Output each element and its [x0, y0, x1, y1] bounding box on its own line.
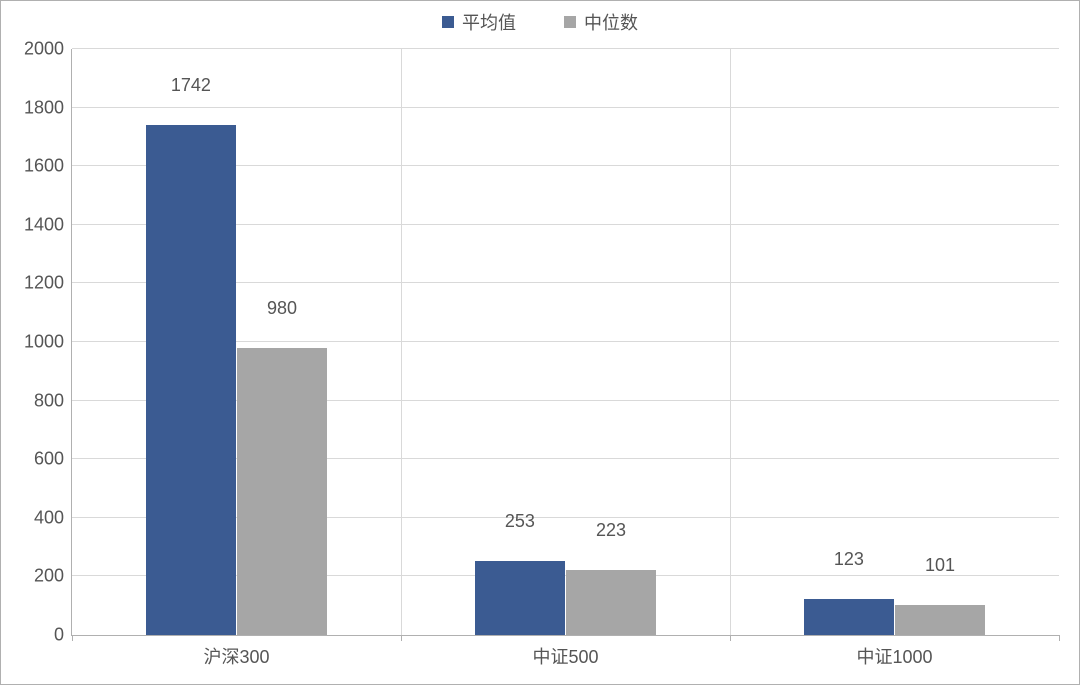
xtick-mark	[730, 635, 731, 641]
bar	[146, 125, 235, 635]
bar	[566, 570, 655, 635]
xtick-mark	[72, 635, 73, 641]
ytick-label: 1800	[24, 97, 72, 118]
bar	[895, 605, 984, 635]
gridline-vertical	[401, 49, 402, 635]
bar-value-label: 1742	[171, 75, 211, 100]
xtick-label: 中证500	[532, 635, 598, 669]
xtick-mark	[1059, 635, 1060, 641]
legend-item-mean: 平均值	[442, 9, 516, 35]
ytick-label: 800	[34, 390, 72, 411]
xtick-label: 沪深300	[203, 635, 269, 669]
bar-value-label: 980	[267, 298, 297, 323]
bar-value-label: 223	[596, 520, 626, 545]
ytick-label: 1200	[24, 273, 72, 294]
ytick-label: 200	[34, 566, 72, 587]
bar	[475, 561, 564, 635]
plot-area: 0200400600800100012001400160018002000沪深3…	[71, 49, 1059, 636]
bar-value-label: 253	[505, 511, 535, 536]
bar-value-label: 101	[925, 555, 955, 580]
bar-value-label: 123	[834, 549, 864, 574]
gridline	[72, 107, 1059, 108]
ytick-label: 2000	[24, 39, 72, 60]
ytick-label: 1000	[24, 332, 72, 353]
bar	[237, 348, 326, 635]
xtick-label: 中证1000	[856, 635, 932, 669]
ytick-label: 400	[34, 507, 72, 528]
legend-item-median: 中位数	[564, 9, 638, 35]
legend-label-median: 中位数	[584, 9, 638, 35]
ytick-label: 1400	[24, 214, 72, 235]
ytick-label: 600	[34, 449, 72, 470]
legend-label-mean: 平均值	[462, 9, 516, 35]
legend-swatch-median	[564, 16, 576, 28]
ytick-label: 0	[54, 625, 72, 646]
legend: 平均值 中位数	[1, 9, 1079, 35]
legend-swatch-mean	[442, 16, 454, 28]
gridline-vertical	[730, 49, 731, 635]
chart-container: 平均值 中位数 02004006008001000120014001600180…	[0, 0, 1080, 685]
xtick-mark	[401, 635, 402, 641]
bar	[804, 599, 893, 635]
gridline	[72, 48, 1059, 49]
ytick-label: 1600	[24, 156, 72, 177]
